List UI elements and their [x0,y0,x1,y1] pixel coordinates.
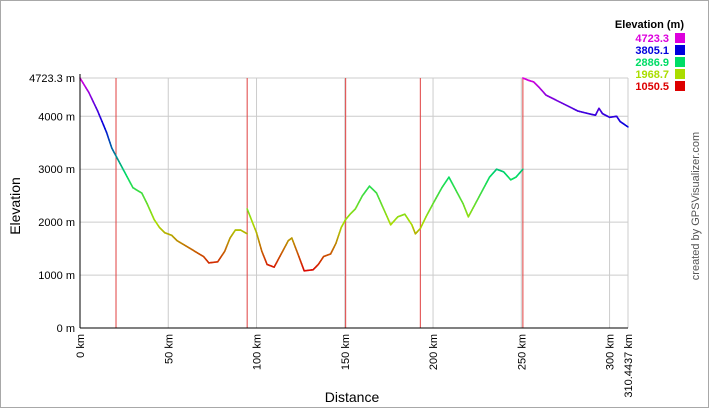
segment-break-layer [115,78,524,328]
elevation-series [344,185,422,235]
elevation-line-layer [79,77,629,272]
credit-text: created by GPSVisualizer.com [690,132,702,280]
grid-layer [79,77,629,329]
legend-swatch [675,45,685,55]
elevation-line-segment [245,232,248,235]
elevation-series [522,77,629,128]
legend: Elevation (m) 4723.33805.12886.91968.710… [615,19,685,93]
legend-value: 3805.1 [635,45,669,57]
x-tick-label: 200 km [428,334,440,370]
axis-layer [79,74,628,329]
x-tick-label: 50 km [163,334,175,364]
x-axis-label: Distance [325,389,380,405]
legend-title: Elevation (m) [615,19,684,31]
legend-swatch [675,33,685,43]
x-tick-label: 300 km [605,334,617,370]
y-tick-label: 2000 m [38,217,75,229]
x-tick-label: 100 km [252,334,264,370]
legend-swatch [675,81,685,91]
x-tick-label: 310.4437 km [623,334,635,398]
x-tick-label: 0 km [75,334,87,358]
tick-label-layer: 0 m 1000 m 2000 m 3000 m 4000 m 4723.3 m 0 km 5… [29,73,635,398]
legend-value: 1050.5 [635,81,669,93]
elevation-series [246,208,347,272]
plot-area [80,78,628,328]
y-tick-label: 3000 m [38,164,75,176]
y-tick-label: 4723.3 m [29,73,75,85]
elevation-series [79,77,248,264]
elevation-line-segment [625,125,629,128]
y-tick-label: 0 m [57,323,75,335]
y-tick-label: 4000 m [38,111,75,123]
legend-value: 1968.7 [635,69,669,81]
legend-value: 2886.9 [635,57,669,69]
elevation-series [419,168,524,230]
y-tick-label: 1000 m [38,270,75,282]
x-tick-label: 250 km [516,334,528,370]
legend-value: 4723.3 [635,33,669,45]
y-axis-label: Elevation [7,177,23,235]
x-tick-label: 150 km [340,334,352,370]
legend-swatch [675,57,685,67]
elevation-line-segment [520,168,524,172]
legend-swatch [675,69,685,79]
